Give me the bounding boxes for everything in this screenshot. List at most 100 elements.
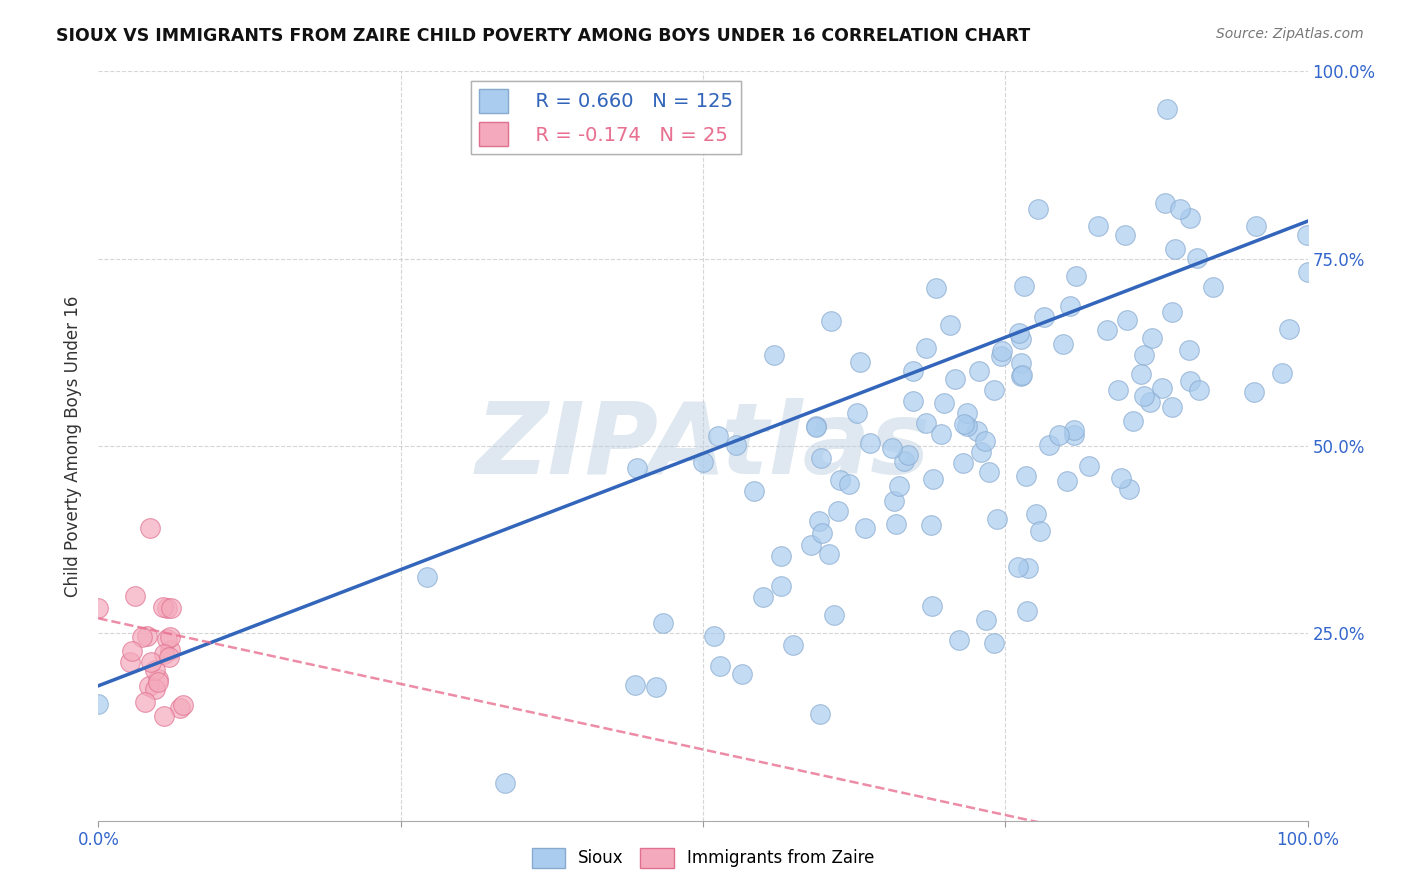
Point xyxy=(742,483,765,498)
Point xyxy=(804,420,827,434)
Point xyxy=(156,632,179,646)
Point xyxy=(893,453,915,467)
Point xyxy=(169,701,191,715)
Point xyxy=(172,698,194,712)
Point xyxy=(159,643,181,657)
Point xyxy=(131,630,153,644)
Point xyxy=(883,494,905,508)
Point xyxy=(731,667,754,681)
Point xyxy=(1168,202,1191,217)
Point xyxy=(956,406,979,420)
Point xyxy=(884,517,907,532)
Point xyxy=(1010,356,1032,370)
Point xyxy=(1017,561,1039,575)
Point xyxy=(763,347,786,361)
Point xyxy=(707,429,730,443)
Point xyxy=(1012,278,1035,293)
Point xyxy=(811,526,834,541)
Point xyxy=(1038,438,1060,452)
Point xyxy=(1202,279,1225,293)
Point xyxy=(1008,326,1031,340)
Point xyxy=(1122,414,1144,428)
Point xyxy=(1133,389,1156,403)
Point xyxy=(139,521,162,535)
Point xyxy=(955,419,977,434)
Point xyxy=(139,656,162,670)
Point xyxy=(948,633,970,648)
Point xyxy=(903,364,925,378)
Point xyxy=(782,638,804,652)
Point xyxy=(979,466,1001,480)
Point xyxy=(138,679,160,693)
Point xyxy=(156,600,179,615)
Point xyxy=(1109,471,1132,485)
Point xyxy=(943,372,966,386)
Point xyxy=(1129,368,1152,382)
Point xyxy=(897,448,920,462)
Point xyxy=(823,608,845,623)
Point xyxy=(124,590,146,604)
Point xyxy=(1163,242,1185,256)
Point xyxy=(1052,336,1074,351)
Legend: Sioux, Immigrants from Zaire: Sioux, Immigrants from Zaire xyxy=(524,841,882,875)
Point xyxy=(1059,300,1081,314)
Point xyxy=(1160,304,1182,318)
Point xyxy=(1063,423,1085,437)
Point xyxy=(983,384,1005,398)
Point xyxy=(146,672,169,686)
Point xyxy=(818,547,841,561)
Point xyxy=(1156,102,1178,116)
Point xyxy=(159,650,181,665)
Point xyxy=(1243,385,1265,400)
Point xyxy=(1161,401,1184,415)
Point xyxy=(1188,384,1211,398)
Point xyxy=(1139,395,1161,409)
Point xyxy=(624,678,647,692)
Point xyxy=(808,706,831,721)
Point xyxy=(416,570,439,584)
Point xyxy=(136,629,159,643)
Point xyxy=(932,396,955,410)
Point xyxy=(966,424,988,438)
Point xyxy=(1271,367,1294,381)
Point xyxy=(1153,196,1175,211)
Point xyxy=(915,416,938,430)
Point xyxy=(1140,331,1163,345)
Point xyxy=(1010,368,1032,383)
Point xyxy=(87,600,110,615)
Text: ZIPAtlas: ZIPAtlas xyxy=(475,398,931,494)
Point xyxy=(1007,560,1029,574)
Point xyxy=(160,601,183,615)
Point xyxy=(974,613,997,627)
Point xyxy=(858,436,880,450)
Point xyxy=(921,599,943,613)
Point xyxy=(1064,268,1087,283)
Point xyxy=(1011,368,1033,382)
Point xyxy=(925,280,948,294)
Text: Source: ZipAtlas.com: Source: ZipAtlas.com xyxy=(1216,27,1364,41)
Point xyxy=(1095,323,1118,337)
Point xyxy=(121,644,143,658)
Point xyxy=(915,341,938,355)
Point xyxy=(990,343,1012,358)
Point xyxy=(703,629,725,643)
Point xyxy=(939,318,962,332)
Point xyxy=(1063,428,1085,442)
Point xyxy=(952,456,974,470)
Point xyxy=(808,514,831,528)
Point xyxy=(887,479,910,493)
Point xyxy=(1132,348,1154,362)
Point xyxy=(153,708,176,723)
Point xyxy=(810,451,832,466)
Point xyxy=(1118,482,1140,496)
Point xyxy=(929,427,952,442)
Point xyxy=(148,675,170,690)
Point xyxy=(1178,374,1201,388)
Point xyxy=(87,697,110,711)
Point xyxy=(692,454,714,468)
Point xyxy=(953,417,976,431)
Point xyxy=(152,600,174,615)
Point xyxy=(853,521,876,535)
Point xyxy=(990,349,1012,363)
Point xyxy=(1015,469,1038,483)
